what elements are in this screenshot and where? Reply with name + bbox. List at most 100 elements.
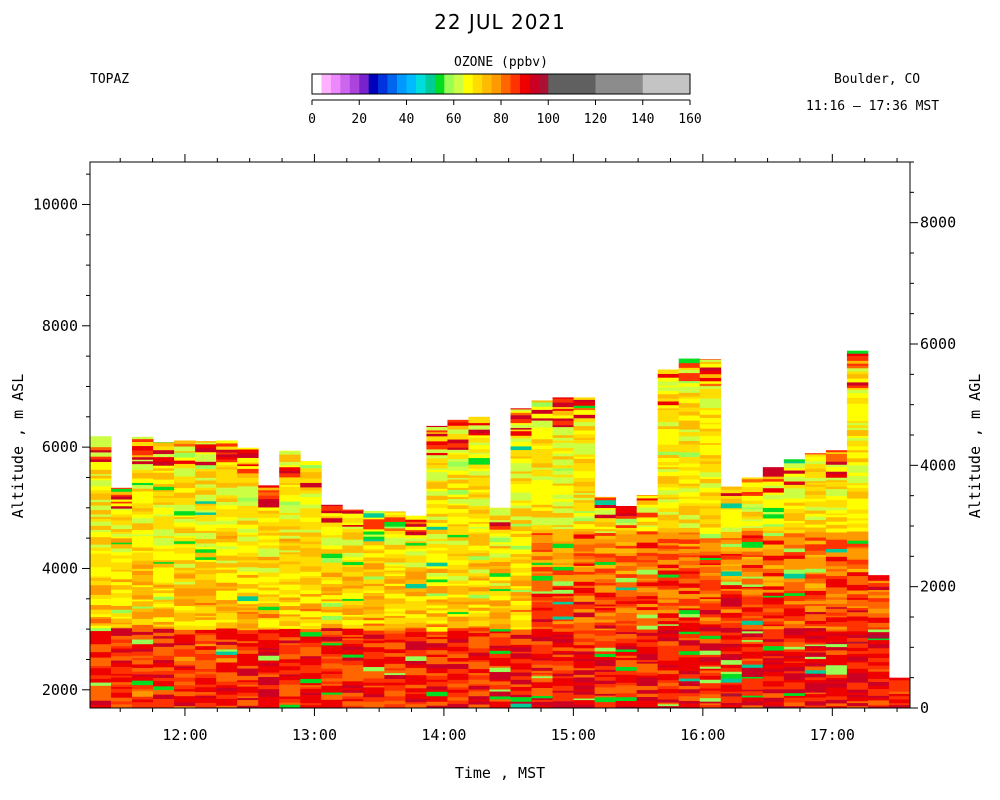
- ozone-cell: [699, 684, 722, 689]
- ozone-cell: [426, 511, 448, 514]
- ozone-cell: [447, 447, 469, 450]
- ozone-cell: [111, 584, 133, 590]
- ozone-cell: [804, 453, 827, 455]
- ozone-cell: [678, 680, 701, 686]
- ozone-cell: [615, 627, 638, 633]
- ozone-cell: [174, 664, 196, 667]
- ozone-cell: [804, 496, 827, 499]
- ozone-cell: [867, 612, 890, 618]
- ozone-cell: [90, 674, 112, 679]
- ozone-cell: [699, 546, 722, 549]
- ozone-cell: [279, 586, 301, 591]
- ozone-cell: [573, 552, 596, 557]
- ozone-cell: [678, 567, 701, 572]
- ozone-cell: [552, 489, 574, 493]
- ozone-cell: [384, 511, 406, 513]
- ozone-cell: [426, 686, 448, 690]
- ozone-cell: [573, 468, 596, 472]
- ozone-cell: [258, 576, 280, 580]
- colorbar-bin: [463, 74, 473, 94]
- ozone-cell: [216, 654, 238, 659]
- ozone-cell: [342, 639, 364, 644]
- ozone-cell: [111, 543, 133, 549]
- ozone-cell: [237, 508, 259, 514]
- ozone-cell: [132, 517, 154, 520]
- ozone-cell: [783, 536, 806, 541]
- ozone-cell: [258, 581, 280, 586]
- ozone-cell: [531, 423, 553, 428]
- ozone-cell: [699, 551, 722, 556]
- ozone-cell: [90, 643, 112, 646]
- ozone-cell: [258, 532, 280, 536]
- ozone-cell: [216, 560, 238, 564]
- ozone-cell: [741, 486, 764, 492]
- ozone-cell: [468, 643, 490, 649]
- ozone-cell: [279, 525, 301, 530]
- ozone-cell: [153, 579, 175, 583]
- ozone-cell: [510, 507, 532, 513]
- ozone-cell: [153, 528, 175, 532]
- ozone-cell: [636, 677, 659, 682]
- ozone-cell: [174, 515, 196, 518]
- ozone-cell: [636, 644, 659, 647]
- ozone-cell: [531, 417, 553, 421]
- ozone-cell: [825, 651, 848, 655]
- ozone-cell: [216, 694, 238, 699]
- ozone-cell: [678, 463, 701, 468]
- ozone-cell: [90, 533, 112, 538]
- ozone-cell: [657, 692, 680, 697]
- ozone-cell: [678, 546, 701, 549]
- ozone-cell: [216, 491, 238, 496]
- ozone-cell: [762, 611, 785, 616]
- ozone-cell: [846, 367, 869, 372]
- ozone-cell: [405, 562, 427, 568]
- ozone-cell: [552, 576, 574, 582]
- ozone-cell: [426, 471, 448, 477]
- ozone-cell: [699, 620, 722, 625]
- ozone-cell: [90, 518, 112, 522]
- ozone-cell: [90, 609, 112, 613]
- ozone-cell: [279, 529, 301, 533]
- ozone-cell: [195, 613, 217, 616]
- ozone-cell: [741, 700, 764, 704]
- ozone-cell: [699, 467, 722, 473]
- ozone-cell: [615, 589, 638, 595]
- ozone-cell: [279, 653, 301, 656]
- ozone-cell: [132, 699, 154, 703]
- ozone-cell: [111, 688, 133, 693]
- ozone-cell: [762, 568, 785, 573]
- ozone-cell: [783, 590, 806, 594]
- ozone-cell: [657, 553, 680, 556]
- ozone-cell: [741, 491, 764, 496]
- ozone-cell: [216, 636, 238, 640]
- ozone-cell: [216, 487, 238, 493]
- ozone-cell: [615, 518, 638, 523]
- ozone-cell: [615, 702, 638, 707]
- ozone-cell: [300, 663, 322, 666]
- ozone-cell: [258, 688, 280, 694]
- y-left-tick-label: 4000: [42, 559, 78, 577]
- y-right-tick-label: 0: [920, 699, 929, 717]
- ozone-cell: [384, 611, 406, 614]
- ozone-cell: [657, 534, 680, 539]
- ozone-cell: [510, 626, 532, 630]
- ozone-cell: [216, 469, 238, 472]
- ozone-cell: [846, 678, 869, 683]
- ozone-cell: [468, 690, 490, 697]
- ozone-cell: [153, 554, 175, 558]
- ozone-cell: [279, 556, 301, 562]
- ozone-cell: [846, 360, 869, 364]
- ozone-cell: [363, 583, 385, 587]
- ozone-cell: [132, 674, 154, 677]
- ozone-cell: [594, 659, 617, 663]
- ozone-cell: [531, 575, 553, 581]
- ozone-cell: [741, 478, 764, 483]
- ozone-cell: [216, 644, 238, 650]
- ozone-cell: [846, 674, 869, 679]
- ozone-cell: [657, 417, 680, 423]
- ozone-cell: [405, 687, 427, 693]
- ozone-cell: [594, 674, 617, 677]
- ozone-cell: [636, 542, 659, 547]
- ozone-cell: [552, 517, 574, 522]
- ozone-cell: [468, 416, 490, 421]
